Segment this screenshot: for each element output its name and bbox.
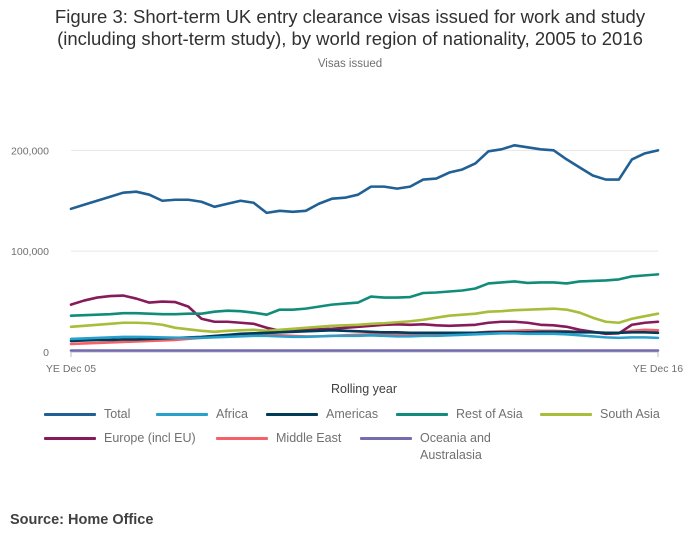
legend-item-total: Total [44, 406, 130, 423]
legend-label-americas: Americas [326, 407, 379, 421]
y-tick-label-1: 100,000 [11, 246, 49, 258]
y-tick-label-0: 0 [43, 347, 49, 359]
chart-title-line-2: (including short-term study), by world r… [57, 28, 643, 49]
legend-label-rest-of-asia: Rest of Asia [456, 407, 523, 421]
legend-item-oceania-and-australasia: Oceania and Australasia [360, 430, 540, 464]
y-tick-label-2: 200,000 [11, 145, 49, 157]
legend-swatch-africa [156, 413, 208, 416]
legend-item-americas: Americas [266, 406, 378, 423]
legend-item-middle-east: Middle East [216, 430, 341, 447]
legend-swatch-rest-of-asia [396, 413, 448, 416]
gridlines [71, 149, 658, 353]
series-line-europe-incl-eu [69, 294, 660, 336]
series-line-africa [69, 332, 660, 341]
series-line-south-asia [69, 307, 660, 334]
chart-subtitle: Visas issued [317, 58, 383, 70]
source-note: Source: Home Office [10, 512, 154, 528]
series-line-total [69, 143, 660, 215]
legend-item-south-asia: South Asia [540, 406, 660, 423]
legend-item-europe-incl-eu: Europe (incl EU) [44, 430, 196, 447]
chart-title-line-1: Figure 3: Short-term UK entry clearance … [54, 6, 646, 27]
legend-label-total: Total [104, 407, 131, 421]
legend-label-oceania-and-australasia: Oceania and Australasia [420, 431, 491, 462]
legend-swatch-total [44, 413, 96, 416]
legend-swatch-middle-east [216, 437, 268, 440]
line-chart: 0 100,000 200,000 YE Dec 05 YE Dec 16 Rolli… [11, 143, 683, 396]
x-tick-label-0: YE Dec 05 [46, 363, 96, 375]
legend-item-rest-of-asia: Rest of Asia [396, 406, 523, 423]
legend-label-europe-incl-eu: Europe (incl EU) [104, 431, 196, 445]
legend-swatch-oceania-and-australasia [360, 437, 412, 440]
legend-swatch-europe-incl-eu [44, 437, 96, 440]
legend-label-middle-east: Middle East [276, 431, 342, 445]
y-axis-ticks: 0 100,000 200,000 [11, 145, 49, 359]
legend-swatch-americas [266, 413, 318, 416]
legend-label-africa: Africa [216, 407, 248, 421]
series-lines [69, 143, 660, 352]
series-line-rest-of-asia [69, 273, 660, 317]
x-axis-title: Rolling year [331, 382, 397, 396]
x-axis-ticks: YE Dec 05 YE Dec 16 [46, 352, 683, 375]
chart-title: Figure 3: Short-term UK entry clearance … [0, 6, 700, 50]
legend-item-africa: Africa [156, 406, 248, 423]
x-tick-label-1: YE Dec 16 [633, 363, 683, 375]
legend-swatch-south-asia [540, 413, 592, 416]
legend-label-south-asia: South Asia [600, 407, 660, 421]
legend: Total Africa Americas Rest of Asia South Asi… [44, 406, 694, 470]
